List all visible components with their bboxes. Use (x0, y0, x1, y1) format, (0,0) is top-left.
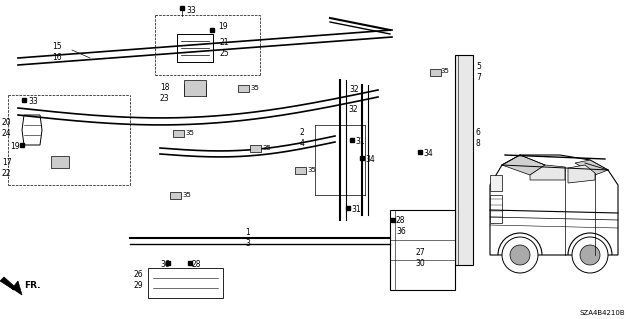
Polygon shape (490, 155, 618, 255)
Bar (490, 175, 502, 191)
Text: 33: 33 (28, 97, 38, 106)
Text: 31: 31 (351, 205, 360, 214)
Bar (429, 69, 440, 76)
Text: 5
7: 5 7 (476, 62, 481, 82)
Bar (490, 195, 502, 223)
Polygon shape (0, 277, 22, 295)
Text: 35: 35 (440, 68, 449, 74)
Text: 1
3: 1 3 (245, 228, 250, 248)
Text: 35: 35 (262, 145, 271, 151)
Text: 28: 28 (192, 260, 202, 269)
Text: FR.: FR. (24, 281, 40, 290)
Text: 31: 31 (355, 137, 365, 146)
Polygon shape (502, 155, 545, 175)
Text: 20
24: 20 24 (2, 118, 12, 138)
Bar (173, 130, 184, 137)
Text: SZA4B4210B: SZA4B4210B (580, 310, 626, 316)
Bar (294, 167, 305, 174)
Bar (250, 145, 260, 152)
Bar (455, 55, 473, 265)
Text: 19: 19 (218, 22, 228, 31)
Text: 2
4: 2 4 (300, 128, 305, 148)
Text: 27
30: 27 30 (415, 248, 425, 268)
Bar (390, 210, 455, 290)
Text: 15
16: 15 16 (52, 42, 61, 62)
Polygon shape (177, 34, 213, 62)
Text: 26
29: 26 29 (133, 270, 143, 290)
Text: 35: 35 (182, 192, 191, 198)
Polygon shape (568, 165, 595, 183)
Polygon shape (22, 115, 42, 145)
Text: 33: 33 (186, 6, 196, 15)
Bar (184, 80, 206, 96)
Circle shape (580, 245, 600, 265)
Text: 6
8: 6 8 (476, 128, 481, 148)
Text: 34: 34 (365, 155, 375, 164)
Text: 34: 34 (423, 149, 433, 158)
Text: 28
36: 28 36 (396, 216, 406, 236)
Polygon shape (575, 160, 608, 175)
Bar (148, 268, 223, 298)
Polygon shape (530, 165, 565, 180)
Text: 19: 19 (10, 142, 20, 151)
Text: 35: 35 (185, 130, 194, 136)
Circle shape (572, 237, 608, 273)
Circle shape (502, 237, 538, 273)
Bar (237, 85, 248, 92)
Bar (51, 156, 69, 168)
Bar (170, 191, 180, 198)
Text: 21
25: 21 25 (220, 38, 230, 58)
Text: 18
23: 18 23 (160, 83, 170, 103)
Text: 17
22: 17 22 (2, 158, 12, 178)
Circle shape (510, 245, 530, 265)
Text: 32: 32 (349, 85, 358, 94)
Text: 35: 35 (307, 167, 316, 173)
Text: 35: 35 (250, 85, 259, 91)
Text: 36: 36 (160, 260, 170, 269)
Text: 32: 32 (348, 105, 358, 114)
